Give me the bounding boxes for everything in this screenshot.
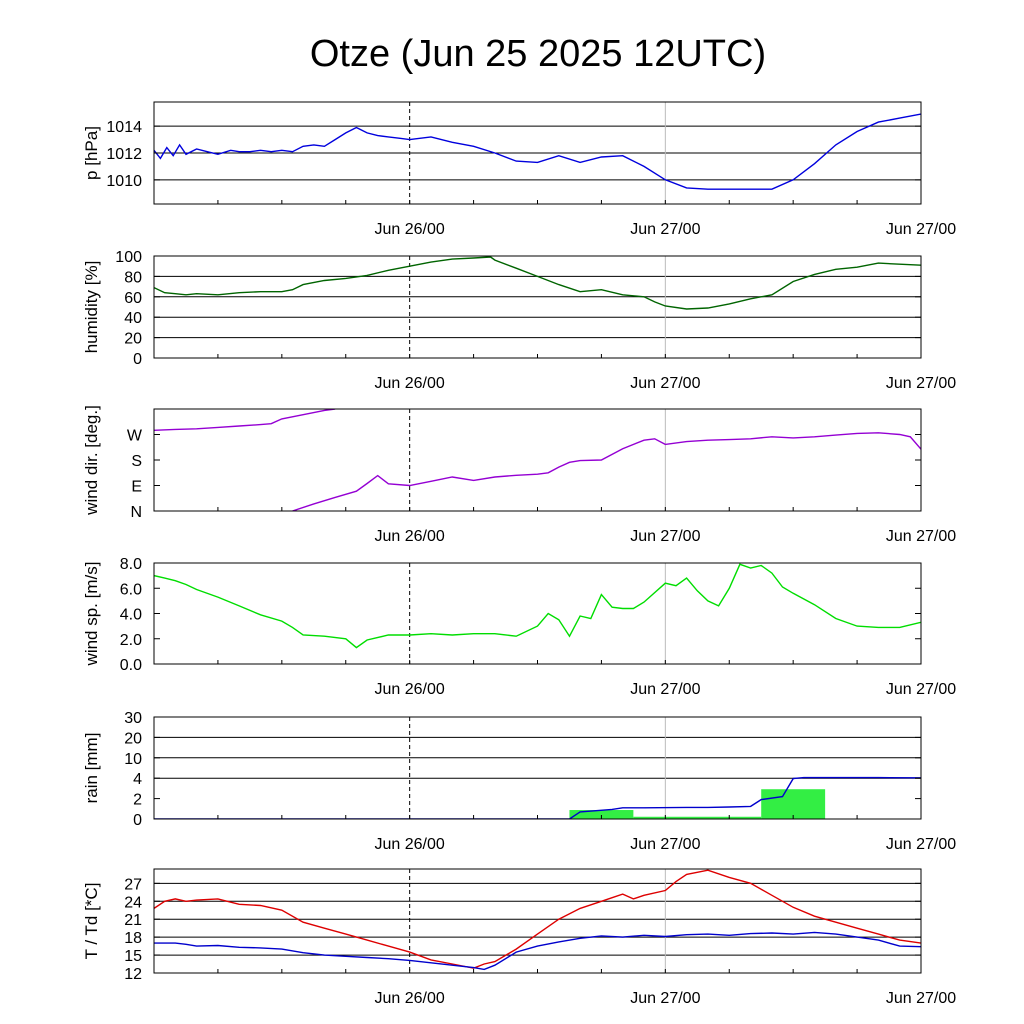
series-line-1 (154, 869, 921, 969)
y-tick-label: 100 (115, 249, 142, 266)
x-tick-label: Jun 26/00 (375, 528, 445, 545)
plot-frame (153, 868, 922, 974)
plot-frame (153, 562, 922, 665)
panel-wind_speed: 0.0 2.0 4.0 6.0 8.0 Jun 26/00 Jun 27/00 Jun 27/… (82, 556, 956, 698)
y-tick-label: 80 (124, 269, 142, 286)
y-tick-label: 8.0 (120, 556, 142, 573)
y-tick-label: W (127, 428, 143, 445)
x-tick-label: Jun 27/00 (630, 221, 700, 238)
y-tick-label: 20 (124, 331, 142, 348)
y-axis-label: wind dir. [deg.] (82, 405, 101, 516)
series-line-1 (154, 256, 921, 310)
y-tick-label: S (131, 453, 142, 470)
y-tick-label: 24 (124, 894, 142, 911)
y-tick-label: 27 (124, 876, 142, 893)
y-axis-label: humidity [%] (82, 261, 101, 354)
series-line-1 (154, 776, 921, 819)
y-tick-label: 10 (124, 751, 142, 768)
chart-title: Otze (Jun 25 2025 12UTC) (310, 33, 766, 75)
y-tick-label: 21 (124, 912, 142, 929)
x-tick-label: Jun 27/00 (886, 375, 956, 392)
rain-bar (569, 810, 634, 819)
rain-bar (633, 816, 762, 819)
y-tick-label: 60 (124, 290, 142, 307)
y-axis-label: p [hPa] (82, 126, 101, 180)
y-axis-label: rain [mm] (82, 733, 101, 804)
y-tick-label: 40 (124, 310, 142, 327)
y-tick-label: 15 (124, 948, 142, 965)
series-line-1 (154, 113, 921, 190)
y-tick-label: E (131, 479, 142, 496)
y-tick-label: 0 (133, 351, 142, 368)
x-tick-label: Jun 27/00 (886, 990, 956, 1007)
x-tick-label: Jun 27/00 (630, 375, 700, 392)
x-tick-label: Jun 27/00 (630, 836, 700, 853)
x-tick-label: Jun 27/00 (886, 528, 956, 545)
y-axis-label: T / Td [*C] (82, 883, 101, 960)
x-tick-label: Jun 27/00 (630, 681, 700, 698)
y-tick-label: 30 (124, 710, 142, 727)
y-tick-label: 4 (133, 771, 142, 788)
x-tick-label: Jun 26/00 (375, 990, 445, 1007)
x-tick-label: Jun 27/00 (630, 990, 700, 1007)
y-tick-label: 4.0 (120, 607, 142, 624)
series-line-1 (154, 409, 336, 431)
y-tick-label: 6.0 (120, 581, 142, 598)
x-tick-label: Jun 26/00 (375, 836, 445, 853)
x-tick-label: Jun 26/00 (375, 681, 445, 698)
y-tick-label: 18 (124, 930, 142, 947)
y-tick-label: 1010 (106, 173, 142, 190)
y-tick-label: 2 (133, 792, 142, 809)
x-tick-label: Jun 27/00 (886, 681, 956, 698)
series-line-1 (154, 563, 921, 649)
y-axis-label: wind sp. [m/s] (82, 562, 101, 667)
x-tick-label: Jun 26/00 (375, 375, 445, 392)
panel-rain: 0 2 4 10 20 30 Jun 26/00 Jun 27/00 Jun 27/00 rain… (82, 710, 956, 853)
panel-humidity: 0 20 40 60 80 100 Jun 26/00 Jun 27/00 Jun 27/00 h… (82, 249, 956, 392)
plot-frame (153, 255, 922, 359)
x-tick-label: Jun 27/00 (630, 528, 700, 545)
y-tick-label: 20 (124, 730, 142, 747)
series-line-2 (292, 432, 921, 511)
y-tick-label: 0 (133, 812, 142, 829)
x-tick-label: Jun 26/00 (375, 221, 445, 238)
y-tick-label: 1012 (106, 146, 142, 163)
rain-bar (761, 789, 826, 819)
series-line-2 (154, 931, 921, 971)
panel-pressure: 1010 1012 1014 Jun 26/00 Jun 27/00 Jun 27/00 p… (82, 101, 956, 238)
x-tick-label: Jun 27/00 (886, 836, 956, 853)
y-tick-label: 1014 (106, 119, 142, 136)
y-tick-label: N (130, 504, 142, 521)
y-tick-label: 0.0 (120, 657, 142, 674)
x-tick-label: Jun 27/00 (886, 221, 956, 238)
y-tick-label: 2.0 (120, 632, 142, 649)
y-tick-label: 12 (124, 966, 142, 983)
